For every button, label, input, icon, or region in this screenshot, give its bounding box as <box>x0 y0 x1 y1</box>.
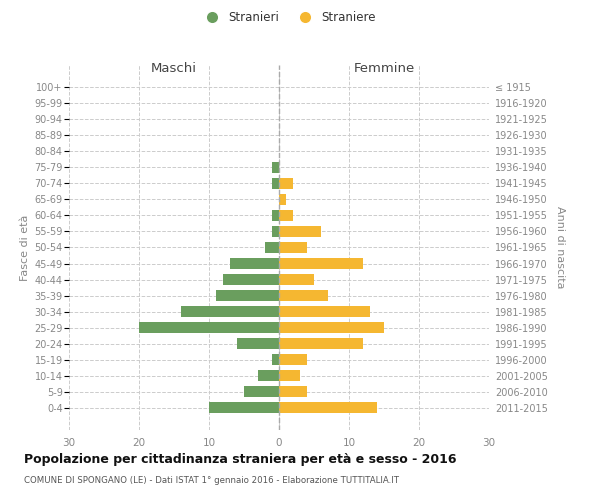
Bar <box>272 162 279 173</box>
Bar <box>279 338 363 349</box>
Bar <box>272 178 279 189</box>
Bar <box>181 306 279 318</box>
Bar <box>230 258 279 270</box>
Bar <box>279 178 293 189</box>
Bar <box>279 306 370 318</box>
Bar <box>279 194 286 205</box>
Bar <box>279 322 384 334</box>
Bar <box>279 386 307 398</box>
Bar <box>272 354 279 366</box>
Bar <box>279 274 314 285</box>
Bar <box>279 354 307 366</box>
Y-axis label: Fasce di età: Fasce di età <box>20 214 30 280</box>
Bar <box>279 258 363 270</box>
Text: COMUNE DI SPONGANO (LE) - Dati ISTAT 1° gennaio 2016 - Elaborazione TUTTITALIA.I: COMUNE DI SPONGANO (LE) - Dati ISTAT 1° … <box>24 476 399 485</box>
Bar <box>216 290 279 302</box>
Bar <box>279 290 328 302</box>
Bar <box>272 210 279 221</box>
Bar <box>139 322 279 334</box>
Text: Popolazione per cittadinanza straniera per età e sesso - 2016: Popolazione per cittadinanza straniera p… <box>24 452 457 466</box>
Bar <box>223 274 279 285</box>
Bar <box>279 226 321 237</box>
Bar <box>244 386 279 398</box>
Bar <box>279 242 307 254</box>
Bar <box>265 242 279 254</box>
Y-axis label: Anni di nascita: Anni di nascita <box>555 206 565 289</box>
Text: Maschi: Maschi <box>151 62 197 74</box>
Text: Femmine: Femmine <box>353 62 415 74</box>
Legend: Stranieri, Straniere: Stranieri, Straniere <box>197 8 379 26</box>
Bar <box>272 226 279 237</box>
Bar <box>279 402 377 413</box>
Bar <box>209 402 279 413</box>
Bar <box>279 370 300 382</box>
Bar <box>258 370 279 382</box>
Bar <box>237 338 279 349</box>
Bar <box>279 210 293 221</box>
